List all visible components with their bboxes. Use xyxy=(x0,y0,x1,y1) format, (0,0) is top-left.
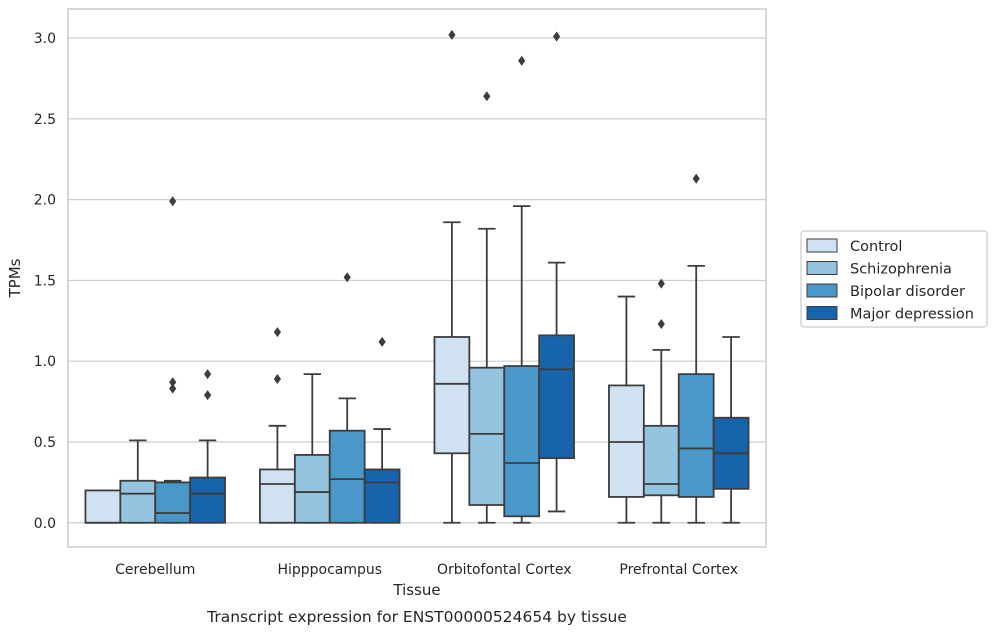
box-control xyxy=(259,327,296,524)
box-bipolar-disorder xyxy=(154,196,192,524)
outlier-point xyxy=(448,29,456,40)
box-body xyxy=(154,481,192,524)
outlier-point xyxy=(518,55,526,66)
box-body xyxy=(468,366,506,506)
box-major-depression xyxy=(189,369,226,524)
legend-swatch xyxy=(806,283,838,298)
y-tick-label: 0.0 xyxy=(34,516,56,532)
box-body xyxy=(84,489,122,524)
legend-label: Control xyxy=(850,239,902,255)
legend-swatch xyxy=(806,261,838,275)
tick-labels: 0.0 0.5 1.0 1.5 2.0 2.5 3.0 Cerebellum Hipppocam… xyxy=(34,31,738,578)
box-bipolar-disorder xyxy=(328,272,366,524)
box-schizophrenia xyxy=(468,91,506,524)
box-body xyxy=(363,468,401,524)
box-body xyxy=(328,429,366,524)
box-body xyxy=(259,468,296,524)
outlier-point xyxy=(273,373,281,384)
box-major-depression xyxy=(363,336,401,524)
box-body xyxy=(119,479,157,524)
y-tick-label: 2.5 xyxy=(34,112,56,128)
outlier-point xyxy=(378,336,386,347)
legend-frame xyxy=(800,230,988,328)
gridlines xyxy=(68,37,766,524)
box-major-depression xyxy=(712,336,750,524)
legend-label: Major depression xyxy=(850,307,974,323)
outlier-point xyxy=(553,31,561,42)
box-schizophrenia xyxy=(293,373,331,524)
box-body xyxy=(433,336,471,455)
x-tick-label: Hipppocampus xyxy=(277,562,382,578)
outlier-point xyxy=(657,278,665,289)
outlier-point xyxy=(204,369,212,380)
box-control xyxy=(608,295,645,524)
y-tick-label: 0.5 xyxy=(34,435,56,451)
x-tick-label: Prefrontal Cortex xyxy=(619,562,738,578)
outlier-point xyxy=(483,91,491,102)
y-tick-label: 2.0 xyxy=(34,193,56,209)
legend-label: Bipolar disorder xyxy=(850,284,965,300)
y-tick-label: 1.0 xyxy=(34,354,56,370)
outlier-point xyxy=(657,319,665,330)
legend-swatch xyxy=(806,306,838,320)
box-bipolar-disorder xyxy=(503,55,541,524)
box-body xyxy=(538,334,575,460)
legend-label: Schizophrenia xyxy=(850,262,952,278)
legend: Control Schizophrenia Bipolar disorder Majo… xyxy=(800,230,988,328)
figure-caption: Transcript expression for ENST0000052465… xyxy=(206,608,627,626)
box-body xyxy=(677,373,715,498)
y-axis-title: TPMs xyxy=(6,258,24,298)
box-schizophrenia xyxy=(642,278,680,524)
outlier-point xyxy=(273,327,281,338)
box-schizophrenia xyxy=(119,439,157,524)
outlier-point xyxy=(169,196,177,207)
box-body xyxy=(189,476,226,524)
outlier-point xyxy=(169,383,177,394)
x-tick-label: Orbitofontal Cortex xyxy=(437,562,572,578)
x-tick-label: Cerebellum xyxy=(115,562,195,578)
outlier-point xyxy=(343,272,351,283)
y-tick-label: 3.0 xyxy=(34,31,56,47)
box-bipolar-disorder xyxy=(677,173,715,524)
outlier-point xyxy=(169,377,177,388)
y-tick-label: 1.5 xyxy=(34,273,56,289)
box-control xyxy=(433,29,471,524)
legend-swatch xyxy=(806,238,838,253)
outlier-point xyxy=(692,173,700,184)
boxes-layer xyxy=(84,29,750,524)
outlier-point xyxy=(204,390,212,401)
box-control xyxy=(84,489,122,524)
box-body xyxy=(503,365,541,518)
box-major-depression xyxy=(538,31,575,513)
x-axis-title: Tissue xyxy=(392,581,440,599)
box-body xyxy=(293,454,331,524)
plot-frame xyxy=(67,8,767,548)
